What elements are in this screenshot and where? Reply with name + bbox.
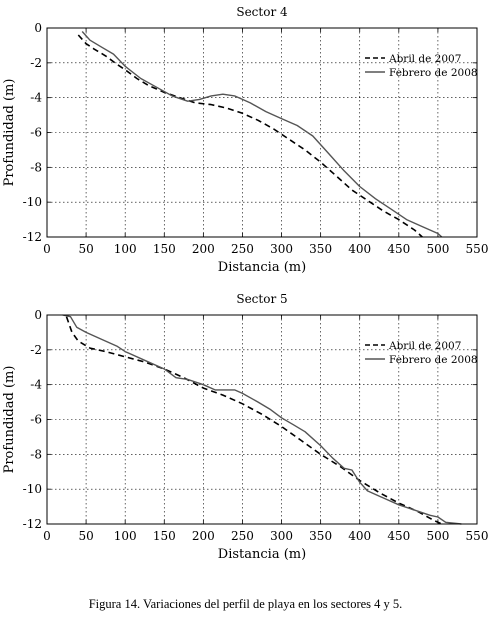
y-axis-label: Profundidad (m) bbox=[2, 366, 17, 474]
x-tick-label: 250 bbox=[231, 242, 254, 256]
x-tick-label: 500 bbox=[426, 242, 449, 256]
chart-1: Sector 4 0 50 100 150 200 250 300 350 400 450 500 55… bbox=[2, 5, 488, 275]
y-tick-label: -12 bbox=[23, 517, 42, 531]
x-tick-label: 300 bbox=[270, 242, 293, 256]
y-tick-label: -2 bbox=[30, 343, 42, 357]
y-tick-label: -6 bbox=[30, 126, 42, 140]
y-tick-label: -10 bbox=[23, 482, 42, 496]
x-tick-label: 50 bbox=[78, 242, 93, 256]
y-tick-label: -12 bbox=[23, 230, 42, 244]
x-tick-label: 0 bbox=[43, 529, 51, 543]
legend-label-1: Abril de 2007 bbox=[388, 53, 461, 65]
chart-title: Sector 4 bbox=[236, 5, 288, 19]
x-tick-label: 250 bbox=[231, 529, 254, 543]
y-tick-label: -10 bbox=[23, 195, 42, 209]
legend-label-1: Abril de 2007 bbox=[388, 340, 461, 352]
x-tick-label: 300 bbox=[270, 529, 293, 543]
x-tick-label: 200 bbox=[192, 242, 215, 256]
y-tick-label: -2 bbox=[30, 56, 42, 70]
x-tick-label: 500 bbox=[426, 529, 449, 543]
y-tick-label: -8 bbox=[30, 160, 42, 174]
series-line-2 bbox=[62, 314, 462, 525]
chart-2: Sector 5 0 50 100 150 200 250 300 350 400 450 500 55… bbox=[2, 292, 488, 562]
x-axis-label: Distancia (m) bbox=[218, 260, 306, 275]
x-tick-label: 0 bbox=[43, 242, 51, 256]
legend-label-2: Febrero de 2008 bbox=[389, 354, 478, 366]
plot-frame bbox=[46, 27, 478, 238]
x-tick-label: 400 bbox=[348, 242, 371, 256]
y-tick-label: -4 bbox=[30, 378, 42, 392]
x-tick-label: 150 bbox=[153, 529, 176, 543]
figure-caption: Figura 14. Variaciones del perfil de pla… bbox=[88, 597, 403, 611]
series-line-1 bbox=[65, 316, 443, 525]
x-tick-label: 50 bbox=[78, 529, 93, 543]
x-tick-label: 100 bbox=[114, 242, 137, 256]
chart-title: Sector 5 bbox=[236, 292, 287, 306]
plot-frame bbox=[46, 314, 478, 525]
y-tick-label: -6 bbox=[30, 413, 42, 427]
x-tick-label: 350 bbox=[309, 242, 332, 256]
legend-label-2: Febrero de 2008 bbox=[389, 67, 478, 79]
x-tick-label: 150 bbox=[153, 242, 176, 256]
x-tick-label: 550 bbox=[466, 529, 489, 543]
y-tick-label: -4 bbox=[30, 91, 42, 105]
series-line-2 bbox=[81, 31, 443, 238]
series-line-1 bbox=[77, 34, 423, 238]
x-tick-label: 200 bbox=[192, 529, 215, 543]
y-tick-label: 0 bbox=[34, 21, 42, 35]
x-tick-label: 450 bbox=[387, 242, 410, 256]
y-tick-label: 0 bbox=[34, 308, 42, 322]
x-tick-label: 350 bbox=[309, 529, 332, 543]
x-tick-label: 550 bbox=[466, 242, 489, 256]
x-tick-label: 450 bbox=[387, 529, 410, 543]
x-axis-label: Distancia (m) bbox=[218, 547, 306, 562]
y-axis-label: Profundidad (m) bbox=[2, 79, 17, 187]
y-tick-label: -8 bbox=[30, 447, 42, 461]
x-tick-label: 100 bbox=[114, 529, 137, 543]
x-tick-label: 400 bbox=[348, 529, 371, 543]
